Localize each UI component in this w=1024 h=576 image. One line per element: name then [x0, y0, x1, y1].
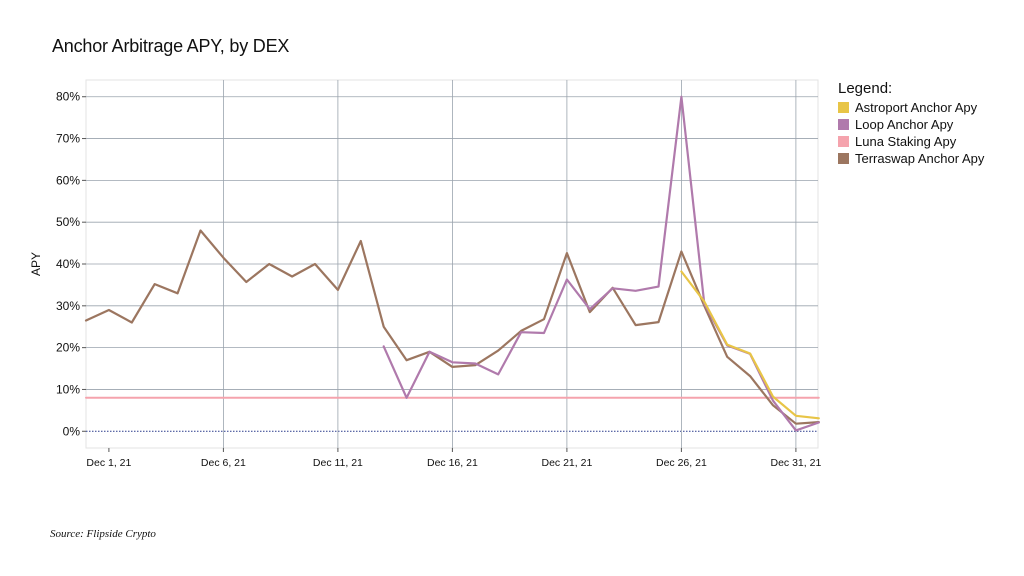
y-tick-label: 30% [56, 299, 80, 313]
terraswap-anchor-apyline-line [84, 229, 820, 425]
legend-swatch [838, 136, 849, 147]
y-axis-label: APY [29, 252, 43, 276]
y-tick-label: 20% [56, 341, 80, 355]
legend: Legend: Astroport Anchor Apy Loop Anchor… [838, 80, 984, 167]
grid [86, 80, 818, 448]
legend-title: Legend: [838, 80, 893, 97]
x-tick-label: Dec 26, 21 [656, 457, 707, 469]
y-tick-label: 80% [56, 90, 80, 104]
series-lines [84, 95, 820, 432]
legend-label: Luna Staking Apy [855, 134, 957, 149]
legend-swatch [838, 153, 849, 164]
x-tick-label: Dec 6, 21 [201, 457, 246, 469]
y-tick-label: 60% [56, 173, 80, 187]
astroport-anchor-apyline-line [680, 270, 820, 420]
y-tick-label: 50% [56, 215, 80, 229]
axes: 0% 10% 20% 30% 40% 50% 60% 70% 80% Dec 1, 21 Dec 6… [29, 90, 821, 469]
legend-item-terraswap: Terraswap Anchor Apy [838, 150, 984, 167]
legend-label: Astroport Anchor Apy [855, 100, 978, 115]
y-tick-label: 40% [56, 257, 80, 271]
y-tick-label: 0% [63, 424, 81, 438]
source-note: Source: Flipside Crypto [50, 528, 156, 540]
legend-swatch [838, 102, 849, 113]
legend-label: Loop Anchor Apy [855, 117, 954, 132]
legend-label: Terraswap Anchor Apy [855, 151, 985, 166]
x-tick-label: Dec 31, 21 [771, 457, 822, 469]
legend-item-loop: Loop Anchor Apy [838, 116, 984, 133]
legend-swatch [838, 119, 849, 130]
chart-title: Anchor Arbitrage APY, by DEX [52, 36, 290, 56]
legend-item-astroport: Astroport Anchor Apy [838, 99, 984, 116]
x-tick-label: Dec 11, 21 [313, 457, 363, 469]
x-tick-label: Dec 1, 21 [86, 457, 131, 469]
x-tick-label: Dec 21, 21 [542, 457, 593, 469]
legend-item-luna-staking: Luna Staking Apy [838, 133, 984, 150]
x-tick-label: Dec 16, 21 [427, 457, 478, 469]
y-tick-label: 10% [56, 382, 80, 396]
y-tick-label: 70% [56, 132, 80, 146]
